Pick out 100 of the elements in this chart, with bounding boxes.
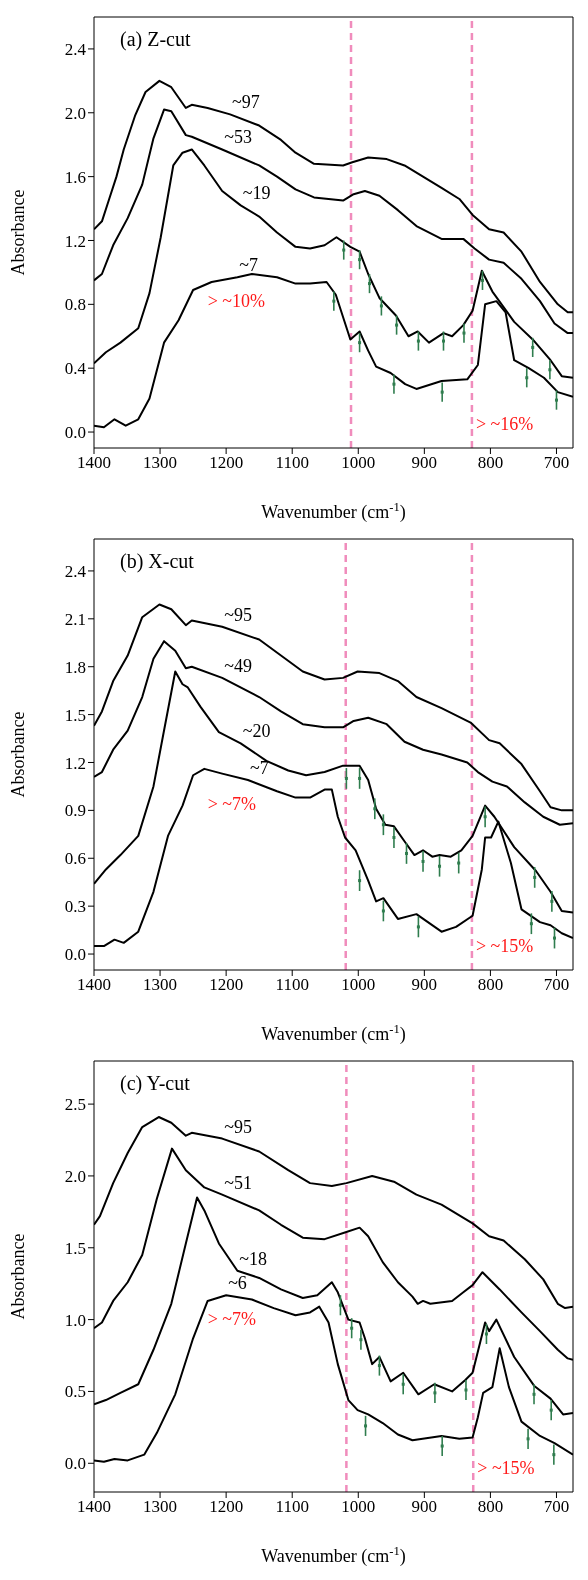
x-tick-label: 1300 [143,1497,178,1517]
text: (c) Y-cut [120,1072,190,1095]
point [358,879,362,883]
x-tick-label: 1200 [209,453,244,473]
annotation: > ~15% [477,1458,535,1479]
x-axis-title: Wavenumber (cm$^{-1}$) [261,1544,406,1567]
x-axis-title: Wavenumber (cm$^{-1}$) [261,1022,406,1045]
x-tick-label: 1300 [143,975,178,995]
series-label: ~19 [242,183,271,204]
y-tick-label: 2.0 [64,1166,86,1186]
series-label: ~97 [232,92,260,113]
x-tick-label: 1000 [341,1497,376,1517]
point [373,807,377,811]
point [379,304,383,308]
point [550,899,554,903]
y-tick-label: 1.8 [64,657,86,677]
point [484,1332,488,1336]
y-tick-label: 1.2 [64,231,86,251]
x-axis-title: Wavenumber (cm$^{-1}$) [261,500,406,523]
point [421,859,425,863]
x-tick-label: 1000 [341,975,376,995]
point [433,1391,437,1395]
point [457,861,461,865]
x-tick-label: 800 [477,1497,504,1517]
text: (b) X-cut [120,550,194,573]
point [554,398,558,402]
point [359,1338,363,1342]
point [531,345,535,349]
annotation: > ~10% [207,291,266,313]
point [442,339,446,343]
point [395,323,399,327]
point [464,1388,468,1392]
text: (a) Z-cut [120,28,191,51]
point [332,299,336,303]
x-tick-label: 700 [543,1497,570,1517]
y-axis-title: Absorbance [8,711,28,798]
point [342,248,346,252]
series-label: ~20 [242,721,271,742]
y-tick-label: 2.0 [64,103,86,123]
series-label: ~49 [224,655,252,676]
series-label: ~53 [224,127,252,148]
y-tick-label: 1.2 [64,753,86,773]
point [483,815,487,819]
point [526,1437,530,1441]
x-tick-label: 1400 [77,1497,111,1517]
point [358,258,362,262]
y-tick-label: 1.5 [64,1238,86,1258]
series-label: ~6 [228,1273,247,1294]
x-tick-label: 900 [411,975,438,995]
x-tick-label: 1200 [209,1497,244,1517]
y-tick-label: 2.4 [64,561,87,581]
x-tick-label: 700 [543,453,570,473]
point [338,1303,342,1307]
x-tick-label: 1400 [77,975,111,995]
y-tick-label: 2.1 [64,609,86,629]
y-tick-label: 0.8 [64,295,86,315]
series-label: ~7 [239,255,259,276]
point [416,339,420,343]
point [480,278,484,282]
series-label: ~18 [239,1248,268,1269]
y-tick-label: 0.5 [64,1382,86,1402]
point [392,836,396,840]
x-tick-label: 1100 [275,453,309,473]
point [548,368,552,372]
x-tick-label: 700 [543,975,570,995]
annotation: > ~7% [207,1309,257,1331]
y-tick-label: 1.0 [64,1310,86,1330]
y-tick-label: 0.6 [64,849,86,869]
x-tick-label: 1200 [209,975,244,995]
x-tick-label: 900 [411,453,438,473]
x-tick-label: 1300 [143,453,178,473]
point [462,331,466,335]
point [529,922,533,926]
annotation: > ~16% [475,414,534,435]
point [440,1444,444,1448]
point [377,1364,381,1368]
point [401,1382,405,1386]
point [344,776,348,780]
x-tick-label: 800 [477,975,504,995]
y-tick-label: 1.5 [64,705,86,725]
y-tick-label: 2.4 [64,39,87,59]
y-tick-label: 0.0 [64,945,86,965]
y-axis-title: Absorbance [8,1233,28,1320]
point [358,341,362,345]
y-tick-label: 0.0 [64,1454,86,1474]
point [553,936,556,940]
point [525,376,529,380]
y-tick-label: 0.4 [64,359,87,379]
point [532,1392,536,1396]
x-tick-label: 800 [477,453,504,473]
point [368,282,372,286]
point [549,1408,553,1412]
point [416,925,420,929]
y-tick-label: 2.5 [64,1095,86,1115]
x-tick-label: 1100 [275,975,309,995]
point [533,875,537,879]
series-label: ~51 [224,1172,252,1193]
series-label: ~95 [224,1116,252,1137]
y-tick-label: 1.6 [64,167,86,187]
point [392,382,396,386]
